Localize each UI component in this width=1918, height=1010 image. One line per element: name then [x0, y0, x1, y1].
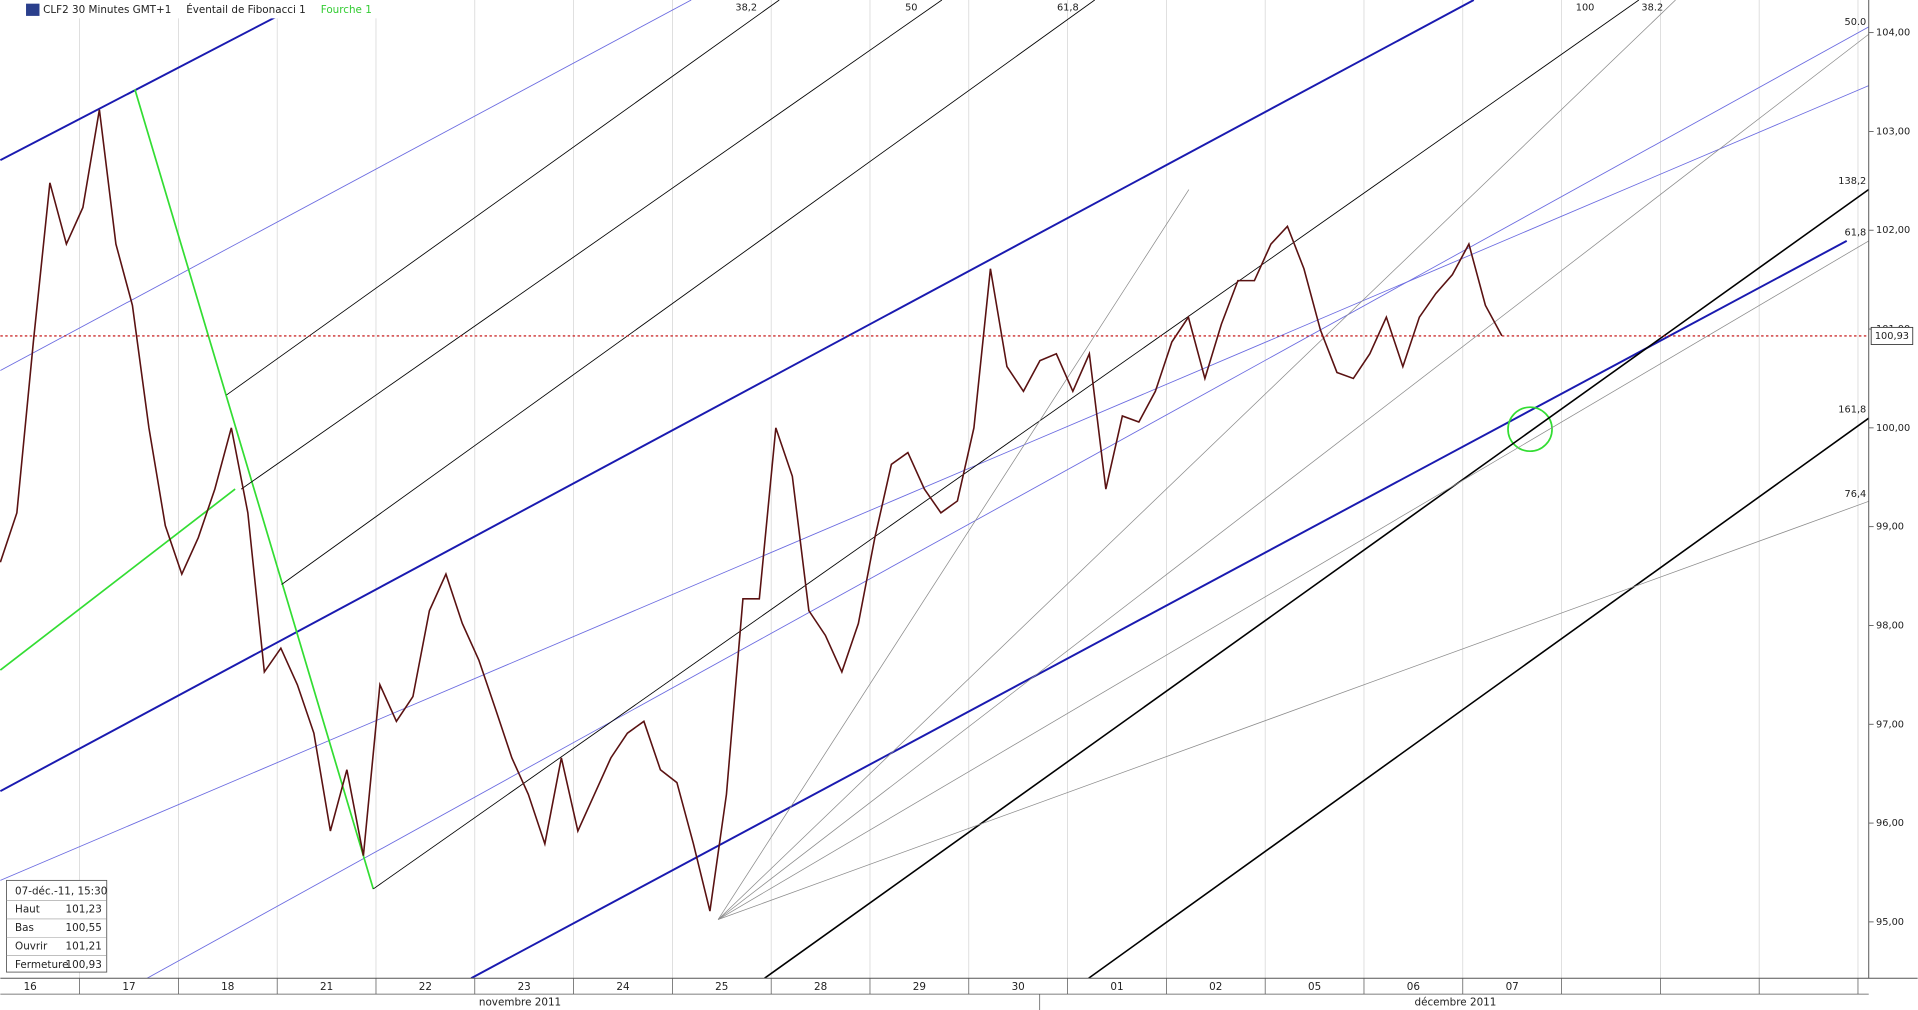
fib-label: 38.2 [1641, 2, 1663, 13]
fib-line [240, 0, 943, 490]
y-tick-label: 103,00 [1876, 126, 1910, 137]
current-price-box [1870, 326, 1914, 345]
price-line [0, 109, 1503, 912]
month-label: décembre 2011 [1415, 997, 1497, 1009]
price-plot [0, 109, 1869, 912]
price-axis-bg [1868, 0, 1918, 979]
info-date: 07-déc.-11, 15:30 [15, 885, 107, 897]
fan-line [717, 33, 1869, 920]
fib-label: 50.0 [1845, 17, 1867, 28]
fan-line [717, 500, 1869, 920]
x-tick-label: 06 [1407, 981, 1420, 993]
fork-tool[interactable]: Fourche 1 [321, 4, 372, 16]
header: CLF2 30 Minutes GMT+1 Éventail de Fibona… [0, 0, 390, 19]
info-row-value: 101,21 [66, 940, 102, 952]
x-tick-label: 16 [24, 981, 37, 993]
y-tick-label: 99,00 [1876, 522, 1904, 533]
fib-line [226, 0, 780, 396]
fib-label: 76,4 [1845, 489, 1867, 500]
y-tick-label: 102,00 [1876, 225, 1910, 236]
drawing-tools [0, 0, 1870, 980]
fork-line [146, 26, 1869, 979]
x-tick-label: 07 [1506, 981, 1519, 993]
info-box-frame [6, 879, 108, 973]
y-tick-label: 95,00 [1876, 917, 1904, 928]
fan-tool[interactable]: Éventail de Fibonacci 1 [186, 3, 306, 16]
fib-label: 100 [1576, 2, 1595, 13]
fib-line [764, 188, 1870, 979]
fib-label: 38,2 [735, 2, 757, 13]
x-tick-label: 02 [1209, 981, 1222, 993]
header-bg [0, 0, 390, 19]
info-row-value: 100,93 [66, 959, 102, 971]
x-tick-label: 30 [1012, 981, 1025, 993]
fork-line [0, 0, 309, 162]
fork-handle [0, 488, 236, 671]
fork-line [0, 0, 1475, 792]
axes: 16 17 18 21 22 23 24 25 28 29 30 01 02 05 06 07 novembre… [24, 28, 1914, 1009]
x-tick-label: 18 [221, 981, 234, 993]
y-tick-label: 98,00 [1876, 620, 1904, 631]
x-tick-label: 01 [1110, 981, 1123, 993]
instrument[interactable]: CLF2 30 Minutes GMT+1 [43, 4, 171, 16]
month-label: novembre 2011 [479, 997, 561, 1009]
fan-line [717, 189, 1190, 920]
fan-line [717, 240, 1869, 920]
info-row-value: 101,23 [66, 904, 102, 916]
fib-label: 161,8 [1838, 405, 1866, 416]
fib-label: 61,8 [1057, 2, 1079, 13]
fib-line [373, 0, 1640, 890]
fib-label: 61,8 [1845, 227, 1867, 238]
fib-label: 50 [905, 2, 917, 13]
instrument-icon [26, 3, 40, 16]
y-tick-label: 100,00 [1876, 423, 1910, 434]
x-tick-label: 22 [419, 981, 432, 993]
info-box: 07-déc.-11, 15:30 Haut 101,23 Bas 100,55 Ouv… [6, 879, 108, 973]
x-tick-label: 05 [1308, 981, 1321, 993]
x-tick-label: 29 [913, 981, 926, 993]
y-tick-label: 96,00 [1876, 818, 1904, 829]
fork-line [470, 240, 1848, 980]
x-tick-label: 21 [320, 981, 333, 993]
fork-line [0, 85, 1869, 881]
x-tick-label: 25 [715, 981, 728, 993]
current-price-label: 100,93 [1875, 331, 1909, 342]
y-tick-label: 104,00 [1876, 28, 1910, 39]
info-rows: Haut 101,23 Bas 100,55 Ouvrir 101,21 Fermeture… [6, 900, 107, 971]
highlight-circle [1507, 406, 1553, 453]
x-tick-label: 28 [814, 981, 827, 993]
x-tick-label: 17 [122, 981, 135, 993]
info-row-name: Fermeture [15, 959, 68, 971]
x-tick-label: 23 [518, 981, 531, 993]
info-row-name: Haut [15, 904, 40, 916]
info-row-name: Ouvrir [15, 940, 48, 952]
info-row-value: 100,55 [66, 922, 102, 934]
x-tick-label: 24 [616, 981, 630, 993]
fan-line [717, 0, 1676, 920]
fib-line [281, 0, 1095, 585]
fib-label: 138,2 [1838, 176, 1866, 187]
fork-line [0, 0, 692, 371]
y-tick-label: 97,00 [1876, 719, 1904, 730]
fork-handle [134, 89, 375, 890]
info-row-name: Bas [15, 922, 34, 934]
fib-line [1088, 417, 1870, 979]
